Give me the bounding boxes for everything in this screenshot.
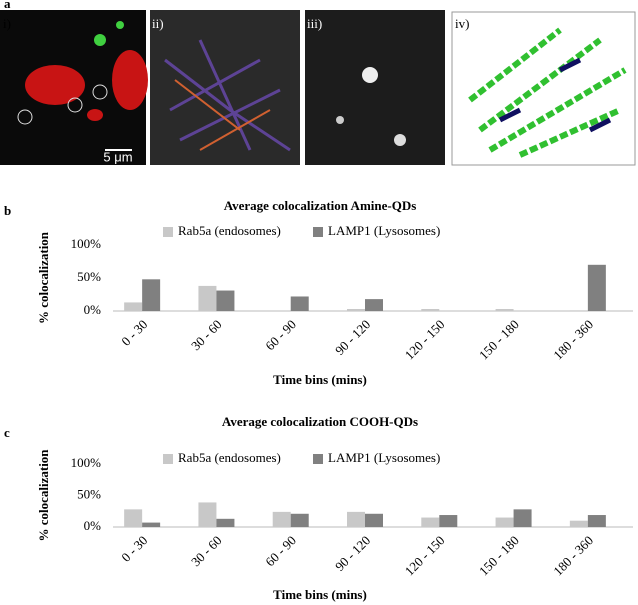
x-tick-label: 0 - 30 — [118, 317, 150, 349]
spot — [336, 116, 344, 124]
chart-title: Average colocalization Amine-QDs — [224, 198, 417, 213]
x-tick-label: 120 - 150 — [402, 317, 448, 363]
bar — [513, 509, 532, 527]
bar — [347, 511, 365, 527]
bar — [142, 522, 161, 527]
legend-swatch — [313, 227, 323, 237]
bar — [495, 517, 514, 527]
y-tick-label: 100% — [71, 236, 102, 251]
bar — [216, 290, 235, 311]
bar — [124, 302, 143, 311]
microscopy-images: 5 μm i) ii) iii) iv) — [0, 10, 636, 166]
x-tick-label: 150 - 180 — [476, 533, 522, 579]
bar — [290, 296, 309, 311]
x-tick-label: 120 - 150 — [402, 533, 448, 579]
image-label: ii) — [152, 16, 164, 31]
bar — [124, 509, 143, 527]
y-tick-label: 100% — [71, 455, 102, 470]
x-tick-label: 60 - 90 — [262, 317, 299, 354]
x-tick-label: 30 - 60 — [188, 533, 225, 570]
bar — [421, 309, 440, 311]
legend-swatch — [163, 454, 173, 464]
panel-label: c — [4, 425, 10, 440]
spot — [394, 134, 406, 146]
image-label: iv) — [455, 16, 469, 31]
bar — [587, 264, 606, 311]
bar — [569, 310, 588, 311]
bar — [216, 518, 235, 527]
spot — [94, 34, 106, 46]
tracks — [498, 57, 612, 133]
bar — [365, 299, 383, 311]
x-axis-title: Time bins (mins) — [273, 587, 367, 602]
circle-marker — [67, 97, 83, 113]
circle-marker — [17, 109, 33, 125]
y-axis-title: % colocalization — [36, 449, 51, 542]
bar — [495, 309, 514, 311]
x-tick-label: 90 - 120 — [332, 533, 373, 574]
legend-swatch — [313, 454, 323, 464]
x-tick-label: 0 - 30 — [118, 533, 150, 565]
image-iii — [305, 10, 445, 165]
x-tick-label: 90 - 120 — [332, 317, 373, 358]
y-tick-label: 0% — [84, 518, 102, 533]
bar — [569, 520, 588, 527]
tracks — [468, 27, 627, 158]
x-tick-label: 60 - 90 — [262, 533, 299, 570]
bar — [439, 515, 458, 527]
tracks — [164, 39, 291, 152]
x-tick-label: 180 - 360 — [550, 317, 596, 363]
bar — [347, 309, 365, 311]
panel-label: b — [4, 203, 11, 218]
spot — [362, 67, 378, 83]
bar — [272, 511, 291, 527]
legend-label: LAMP1 (Lysosomes) — [328, 450, 440, 465]
image-label: iii) — [307, 16, 322, 31]
bar — [290, 513, 309, 527]
legend-label: LAMP1 (Lysosomes) — [328, 223, 440, 238]
panel-label: a — [4, 0, 11, 11]
bar — [421, 517, 440, 527]
bar — [587, 515, 606, 527]
tracks — [174, 79, 271, 151]
x-axis-title: Time bins (mins) — [273, 372, 367, 387]
bar — [198, 285, 217, 311]
blob — [112, 50, 148, 110]
bar — [142, 279, 161, 311]
scale-label: 5 μm — [103, 149, 132, 164]
image-label: i) — [3, 16, 11, 31]
y-tick-label: 50% — [77, 269, 101, 284]
bar — [198, 502, 217, 527]
blob — [25, 65, 85, 105]
blob — [87, 109, 103, 121]
circle-marker — [92, 84, 108, 100]
x-tick-label: 180 - 360 — [550, 533, 596, 579]
x-tick-label: 30 - 60 — [188, 317, 225, 354]
legend-label: Rab5a (endosomes) — [178, 223, 281, 238]
spot — [116, 21, 124, 29]
legend-label: Rab5a (endosomes) — [178, 450, 281, 465]
y-tick-label: 0% — [84, 302, 102, 317]
y-tick-label: 50% — [77, 486, 101, 501]
bar — [365, 513, 383, 527]
y-axis-title: % colocalization — [36, 231, 51, 324]
chart-title: Average colocalization COOH-QDs — [222, 414, 418, 429]
x-tick-label: 150 - 180 — [476, 317, 522, 363]
legend-swatch — [163, 227, 173, 237]
